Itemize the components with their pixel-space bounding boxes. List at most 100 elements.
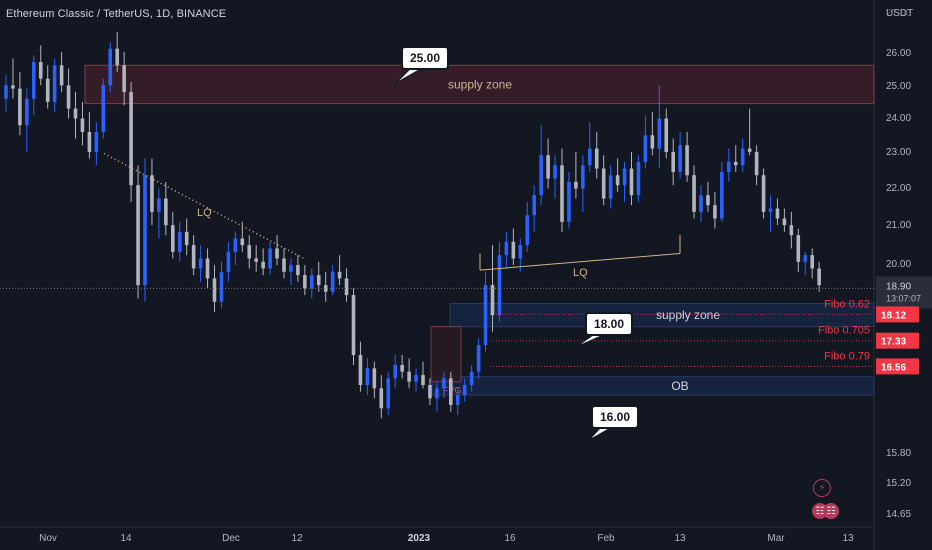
candle-body[interactable]: [38, 61, 43, 79]
candle-body[interactable]: [157, 198, 161, 212]
candle-body[interactable]: [393, 365, 397, 379]
candle-body[interactable]: [539, 155, 543, 196]
candle-body[interactable]: [344, 278, 349, 296]
candle-body[interactable]: [330, 271, 335, 292]
candle-body[interactable]: [289, 265, 293, 272]
candle-body[interactable]: [351, 295, 356, 356]
candle-body[interactable]: [664, 118, 669, 152]
symbol-title[interactable]: Ethereum Classic / TetherUS, 1D, BINANCE: [6, 8, 227, 20]
candle-body[interactable]: [629, 168, 634, 196]
candle-body[interactable]: [365, 368, 370, 385]
candle-body[interactable]: [754, 151, 759, 176]
candle-body[interactable]: [435, 388, 439, 399]
candle-body[interactable]: [171, 225, 175, 252]
candle-body[interactable]: [198, 258, 203, 269]
candle-body[interactable]: [449, 378, 453, 405]
candle-body[interactable]: [747, 148, 752, 152]
candle-body[interactable]: [727, 161, 731, 172]
candle-body[interactable]: [143, 175, 147, 286]
candle-body[interactable]: [476, 345, 481, 372]
candle-body[interactable]: [699, 195, 703, 212]
candle-body[interactable]: [87, 131, 92, 152]
lightning-icon[interactable]: ⚡: [813, 479, 831, 497]
candle-body[interactable]: [810, 255, 814, 269]
candle-body[interactable]: [136, 185, 140, 286]
candle-body[interactable]: [66, 85, 71, 109]
candle-body[interactable]: [775, 208, 780, 219]
candle-body[interactable]: [546, 155, 550, 179]
candle-body[interactable]: [45, 78, 50, 102]
candle-body[interactable]: [108, 48, 113, 86]
candle-body[interactable]: [212, 278, 217, 302]
candle-body[interactable]: [80, 118, 85, 132]
candle-body[interactable]: [18, 88, 22, 126]
candle-body[interactable]: [428, 385, 432, 399]
candle-body[interactable]: [532, 195, 536, 216]
candle-body[interactable]: [59, 65, 64, 86]
candle-body[interactable]: [615, 175, 620, 186]
candle-body[interactable]: [442, 378, 446, 389]
candle-body[interactable]: [323, 285, 328, 292]
candle-body[interactable]: [469, 371, 474, 385]
candle-body[interactable]: [483, 285, 488, 346]
candle-body[interactable]: [553, 165, 557, 179]
candle-body[interactable]: [511, 241, 516, 259]
candle-body[interactable]: [518, 245, 523, 259]
candle-body[interactable]: [462, 385, 467, 395]
candle-body[interactable]: [25, 98, 29, 126]
candle-body[interactable]: [761, 175, 766, 212]
candle-body[interactable]: [504, 241, 509, 256]
candle-body[interactable]: [32, 61, 36, 99]
candle-body[interactable]: [407, 371, 411, 382]
supply-zone-top[interactable]: [84, 64, 875, 105]
candle-body[interactable]: [372, 368, 377, 389]
candle-body[interactable]: [789, 225, 794, 236]
candle-body[interactable]: [240, 238, 245, 246]
candle-body[interactable]: [226, 251, 231, 272]
candle-body[interactable]: [490, 285, 495, 316]
candle-body[interactable]: [177, 231, 182, 252]
candle-body[interactable]: [337, 271, 342, 279]
order-block-zone[interactable]: [431, 376, 875, 396]
candle-body[interactable]: [129, 91, 133, 186]
candle-body[interactable]: [310, 275, 314, 289]
candle-body[interactable]: [115, 48, 119, 66]
candle-body[interactable]: [567, 181, 571, 222]
candle-body[interactable]: [303, 275, 307, 289]
candle-body[interactable]: [233, 238, 238, 252]
fvg-zone[interactable]: [430, 326, 462, 383]
candle-body[interactable]: [594, 148, 599, 169]
candle-body[interactable]: [52, 65, 57, 102]
candle-body[interactable]: [358, 355, 363, 385]
candle-body[interactable]: [275, 248, 279, 259]
candle-body[interactable]: [720, 171, 724, 219]
candle-body[interactable]: [497, 255, 502, 316]
candle-body[interactable]: [219, 271, 224, 302]
candle-body[interactable]: [733, 161, 738, 166]
candle-body[interactable]: [379, 388, 384, 409]
candle-body[interactable]: [191, 245, 196, 269]
candle-body[interactable]: [608, 175, 613, 199]
candle-body[interactable]: [581, 165, 585, 189]
candle-body[interactable]: [421, 375, 425, 385]
callout-box[interactable]: [401, 46, 449, 70]
flag-us-icon[interactable]: ☷: [823, 503, 839, 519]
candle-body[interactable]: [261, 261, 265, 269]
candle-body[interactable]: [574, 181, 578, 189]
candle-body[interactable]: [706, 195, 710, 206]
candle-body[interactable]: [692, 175, 696, 212]
candle-body[interactable]: [386, 378, 391, 409]
candle-body[interactable]: [713, 205, 717, 219]
candle-body[interactable]: [622, 168, 627, 186]
candle-body[interactable]: [636, 161, 641, 196]
candle-body[interactable]: [782, 218, 787, 226]
callout-box[interactable]: [585, 312, 633, 336]
candle-body[interactable]: [768, 208, 773, 212]
candle-body[interactable]: [650, 135, 655, 149]
candle-body[interactable]: [73, 108, 78, 119]
candle-body[interactable]: [414, 375, 418, 382]
supply-zone-low[interactable]: [449, 302, 875, 328]
candle-body[interactable]: [205, 258, 210, 279]
candle-body[interactable]: [296, 265, 300, 276]
